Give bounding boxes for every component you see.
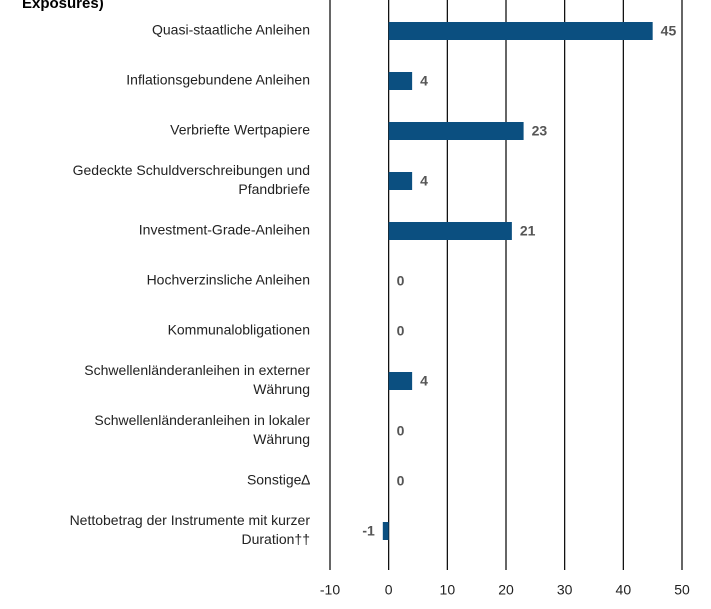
value-label: 4 (420, 173, 428, 189)
value-label: 23 (532, 123, 548, 139)
category-label: Duration†† (242, 531, 311, 547)
value-label: 45 (661, 23, 677, 39)
chart-title: Exposures) (22, 0, 104, 12)
category-label: Sonstige∆ (247, 472, 310, 488)
category-label: Investment-Grade-Anleihen (139, 222, 310, 238)
value-label: 4 (420, 73, 428, 89)
category-label: Nettobetrag der Instrumente mit kurzer (70, 512, 311, 528)
x-tick-label: 30 (557, 582, 573, 598)
bar (382, 522, 389, 540)
x-tick-label: -10 (320, 582, 340, 598)
bar (388, 72, 413, 90)
category-label: Währung (253, 381, 310, 397)
bar (388, 22, 653, 40)
bar (388, 122, 524, 140)
category-label: Quasi-staatliche Anleihen (152, 22, 310, 38)
category-label: Verbriefte Wertpapiere (170, 122, 310, 138)
value-label: 0 (397, 473, 405, 489)
category-label: Hochverzinsliche Anleihen (147, 272, 310, 288)
bar (388, 172, 413, 190)
category-label: Schwellenländeranleihen in externer (84, 362, 310, 378)
value-label: -1 (362, 523, 375, 539)
x-tick-label: 40 (616, 582, 632, 598)
x-tick-label: 50 (674, 582, 690, 598)
category-label: Schwellenländeranleihen in lokaler (94, 412, 310, 428)
category-label: Währung (253, 431, 310, 447)
bar (388, 222, 512, 240)
value-label: 0 (397, 323, 405, 339)
category-label: Inflationsgebundene Anleihen (126, 72, 310, 88)
x-tick-label: 20 (498, 582, 514, 598)
category-label: Kommunalobligationen (168, 322, 310, 338)
x-tick-label: 10 (440, 582, 456, 598)
value-label: 0 (397, 273, 405, 289)
category-label: Gedeckte Schuldverschreibungen und (73, 162, 310, 178)
category-label: Pfandbriefe (238, 181, 310, 197)
x-tick-label: 0 (385, 582, 393, 598)
value-label: 4 (420, 373, 428, 389)
value-label: 0 (397, 423, 405, 439)
value-label: 21 (520, 223, 536, 239)
bar (388, 372, 413, 390)
